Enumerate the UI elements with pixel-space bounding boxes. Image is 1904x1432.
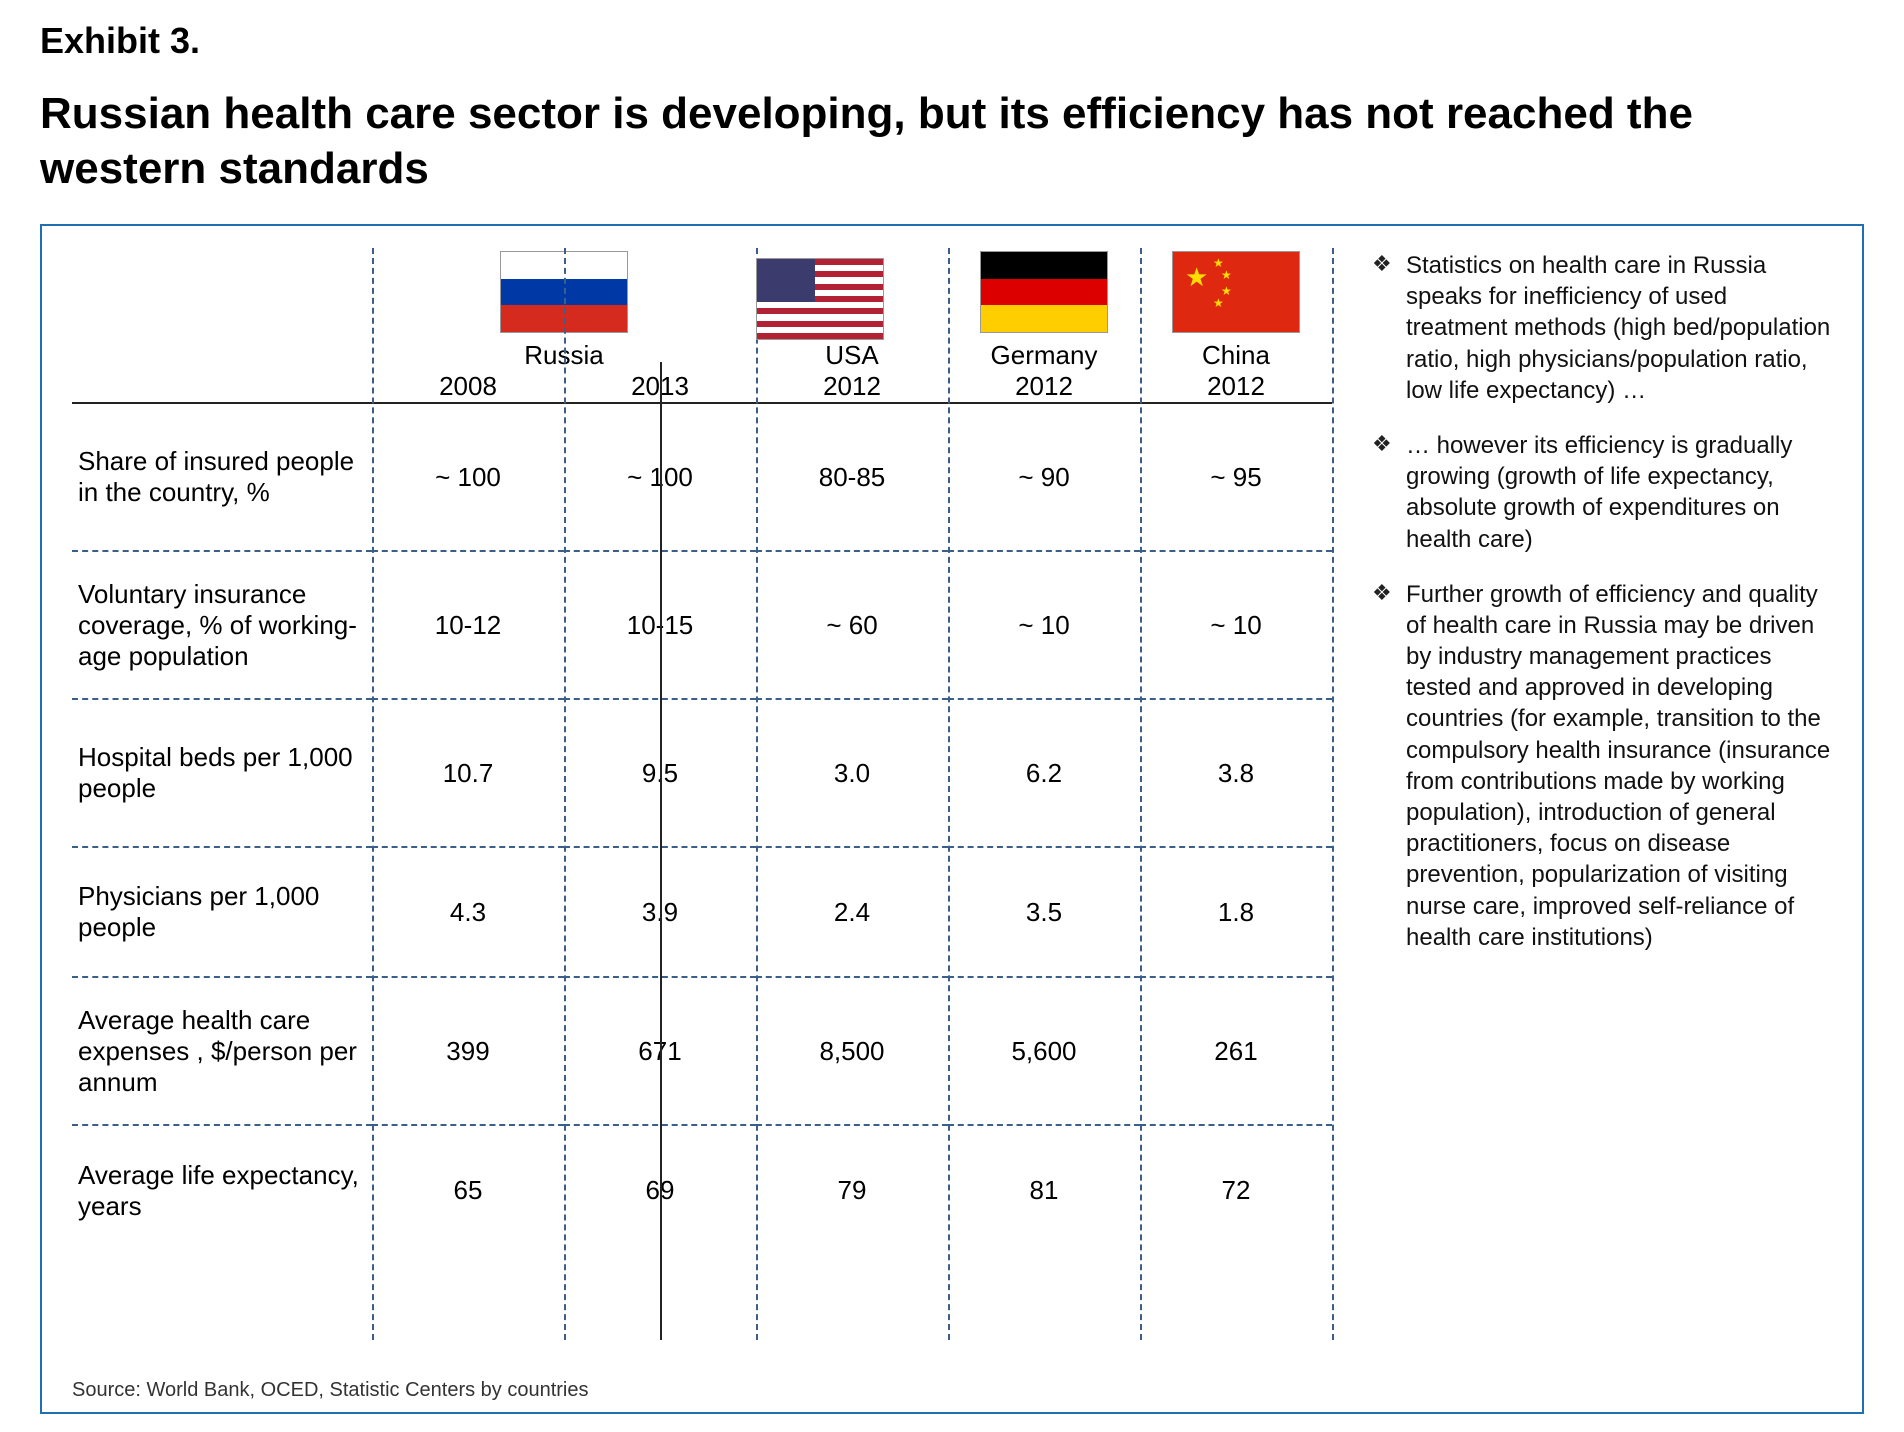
cell: 261 <box>1140 977 1332 1125</box>
comparison-table: ★★★★★ Russia USA Germany China 2008 2013… <box>72 244 1332 1255</box>
year-usa-2012: 2012 <box>756 371 948 403</box>
cell: ~ 10 <box>948 551 1140 699</box>
cell: 79 <box>756 1125 948 1255</box>
year-russia-2008: 2008 <box>372 371 564 403</box>
row-label: Physicians per 1,000 people <box>72 847 372 977</box>
exhibit-title: Russian health care sector is developing… <box>40 86 1864 196</box>
cell: ~ 90 <box>948 403 1140 551</box>
row-label: Voluntary insurance coverage, % of worki… <box>72 551 372 699</box>
cell: 8,500 <box>756 977 948 1125</box>
cell: ~ 100 <box>372 403 564 551</box>
cell: 2.4 <box>756 847 948 977</box>
cell: 3.8 <box>1140 699 1332 847</box>
table-row: Average life expectancy, years 65 69 79 … <box>72 1125 1332 1255</box>
cell: 72 <box>1140 1125 1332 1255</box>
header-country-row: Russia USA Germany China <box>72 340 1332 371</box>
table-row: Voluntary insurance coverage, % of worki… <box>72 551 1332 699</box>
bullet-item: Statistics on health care in Russia spea… <box>1372 250 1834 406</box>
cell: 4.3 <box>372 847 564 977</box>
row-label: Hospital beds per 1,000 people <box>72 699 372 847</box>
cell: 81 <box>948 1125 1140 1255</box>
exhibit-label: Exhibit 3. <box>40 20 1864 62</box>
flag-germany-icon <box>980 251 1108 333</box>
cell: 3.0 <box>756 699 948 847</box>
flag-usa-icon <box>756 258 884 340</box>
cell: 80-85 <box>756 403 948 551</box>
country-usa: USA <box>756 340 948 371</box>
row-label: Average health care expenses , $/person … <box>72 977 372 1125</box>
year-germany-2012: 2012 <box>948 371 1140 403</box>
cell: 5,600 <box>948 977 1140 1125</box>
bullet-item: … however its efficiency is gradually gr… <box>1372 430 1834 555</box>
flag-china-icon: ★★★★★ <box>1172 251 1300 333</box>
bullets-area: Statistics on health care in Russia spea… <box>1352 226 1862 1412</box>
cell: 399 <box>372 977 564 1125</box>
table-area: ★★★★★ Russia USA Germany China 2008 2013… <box>42 226 1352 1412</box>
country-china: China <box>1140 340 1332 371</box>
year-china-2012: 2012 <box>1140 371 1332 403</box>
bullet-item: Further growth of efficiency and quality… <box>1372 579 1834 953</box>
cell: 10.7 <box>372 699 564 847</box>
cell: 65 <box>372 1125 564 1255</box>
table-row: Share of insured people in the country, … <box>72 403 1332 551</box>
row-label: Share of insured people in the country, … <box>72 403 372 551</box>
content-frame: ★★★★★ Russia USA Germany China 2008 2013… <box>40 224 1864 1414</box>
table-row: Physicians per 1,000 people 4.3 3.9 2.4 … <box>72 847 1332 977</box>
country-germany: Germany <box>948 340 1140 371</box>
cell: 1.8 <box>1140 847 1332 977</box>
table-row: Average health care expenses , $/person … <box>72 977 1332 1125</box>
header-flags-row: ★★★★★ <box>72 244 1332 340</box>
table-row: Hospital beds per 1,000 people 10.7 9.5 … <box>72 699 1332 847</box>
source-note: Source: World Bank, OCED, Statistic Cent… <box>72 1379 589 1402</box>
cell: ~ 10 <box>1140 551 1332 699</box>
row-label: Average life expectancy, years <box>72 1125 372 1255</box>
cell: 6.2 <box>948 699 1140 847</box>
header-year-row: 2008 2013 2012 2012 2012 <box>72 371 1332 403</box>
cell: ~ 60 <box>756 551 948 699</box>
cell: 3.5 <box>948 847 1140 977</box>
cell: 10-12 <box>372 551 564 699</box>
cell: ~ 95 <box>1140 403 1332 551</box>
